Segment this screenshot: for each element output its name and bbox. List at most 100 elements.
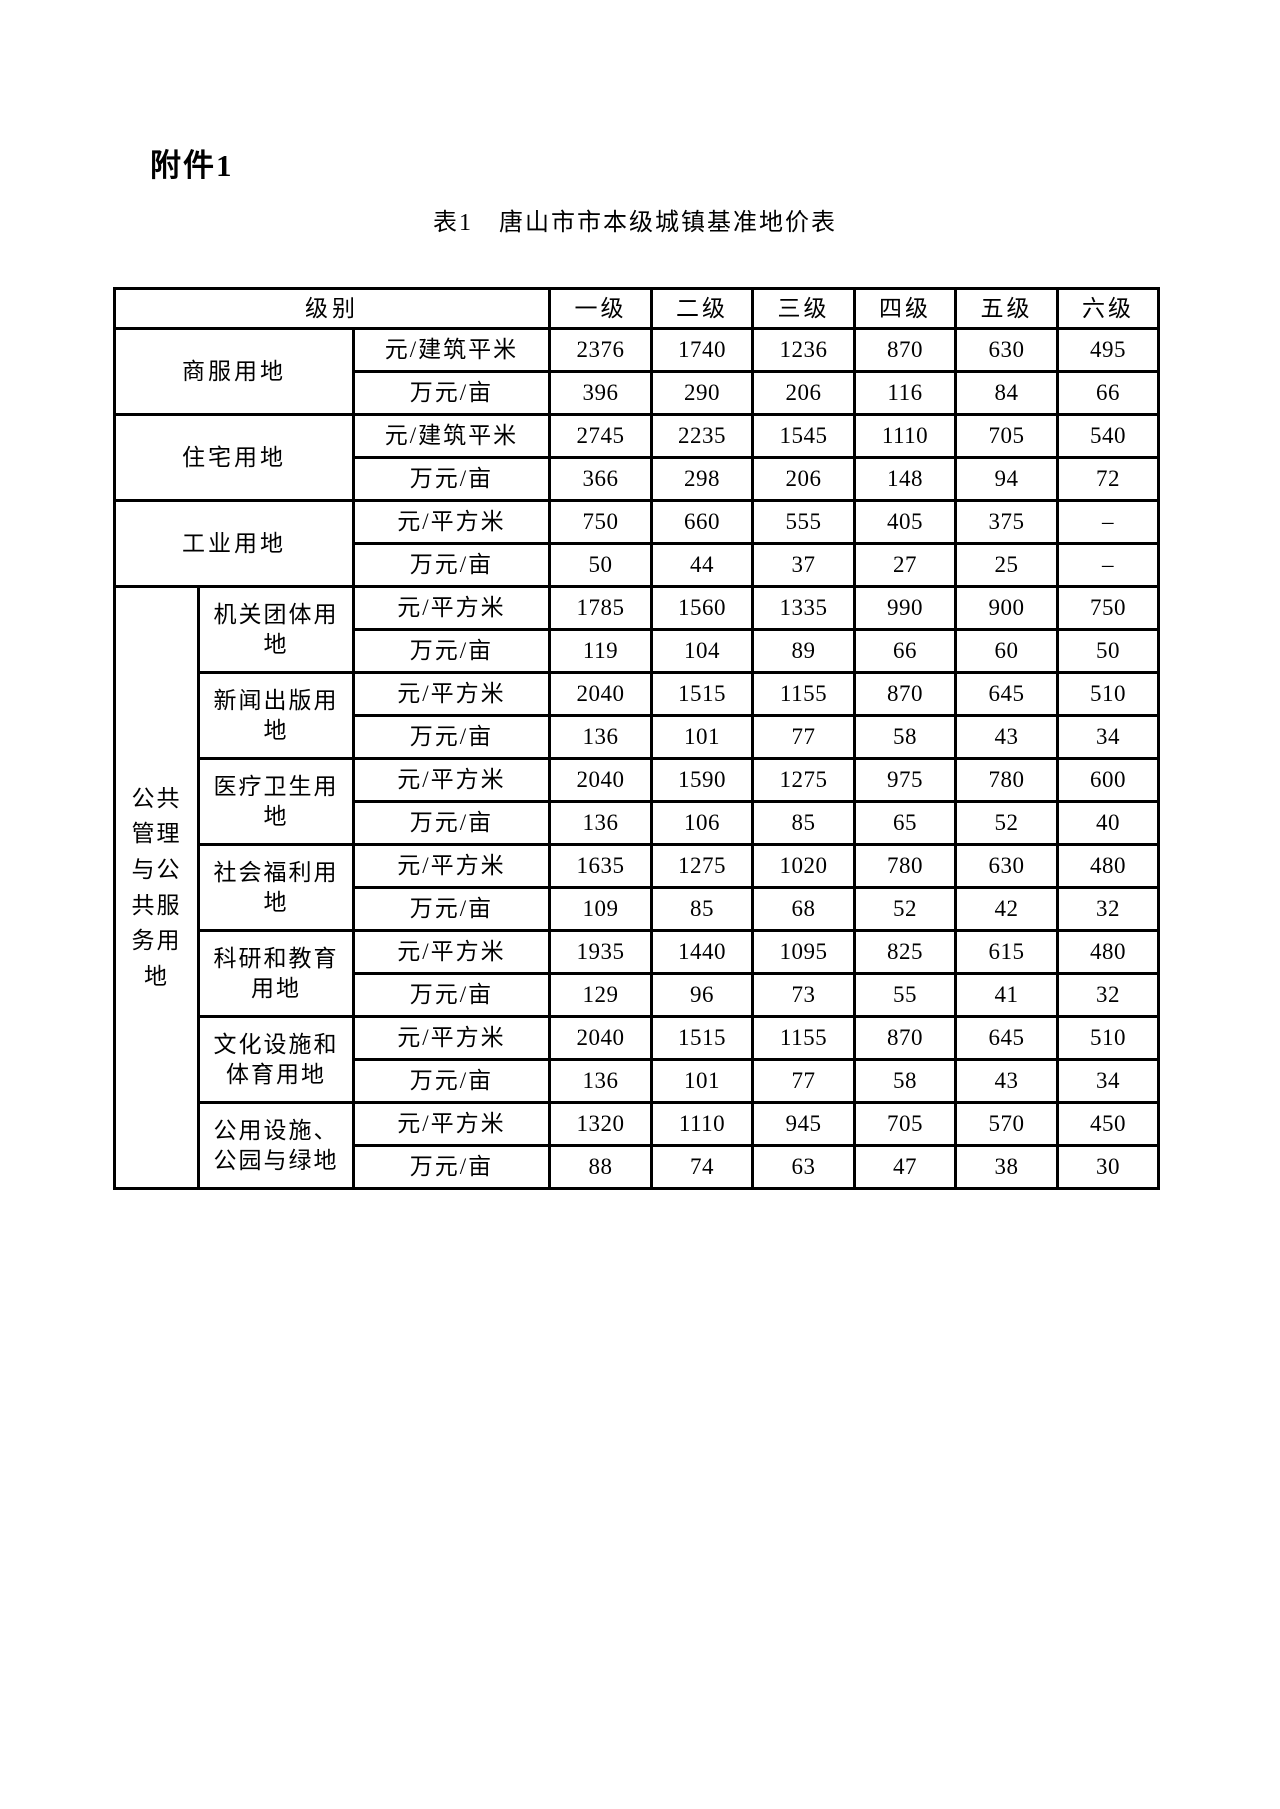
price-cell: 660 xyxy=(650,499,754,545)
price-cell: 1545 xyxy=(751,413,856,459)
unit-label: 万元/亩 xyxy=(352,628,551,674)
table-row: 新闻出版用地 元/平方米 2040 1515 1155 870 645 510 xyxy=(115,671,1160,760)
price-cell: – xyxy=(1056,499,1160,545)
price-cell: 32 xyxy=(1056,886,1160,932)
table-row: 文化设施和体育用地 元/平方米 2040 1515 1155 870 645 5… xyxy=(115,1015,1160,1104)
price-cell: 129 xyxy=(548,972,653,1018)
price-cell: 65 xyxy=(853,800,957,846)
table-row: 万元/亩 136 101 77 58 43 34 xyxy=(115,714,1160,760)
price-cell: 101 xyxy=(650,714,754,760)
table-row: 公共管理与公共服务用地 机关团体用地 元/平方米 1785 1560 1335 … xyxy=(113,585,1160,1190)
price-cell: 27 xyxy=(853,542,957,588)
price-cell: 116 xyxy=(853,370,957,416)
table-row: 万元/亩 136 101 77 58 43 34 xyxy=(115,1058,1160,1104)
price-cell: 84 xyxy=(954,370,1059,416)
price-cell: 2235 xyxy=(650,413,754,459)
price-cell: 60 xyxy=(954,628,1059,674)
price-cell: 66 xyxy=(853,628,957,674)
unit-label: 元/平方米 xyxy=(352,499,551,545)
price-cell: 600 xyxy=(1056,757,1160,803)
price-cell: 148 xyxy=(853,456,957,502)
price-cell: 101 xyxy=(650,1058,754,1104)
subcategory-social-welfare: 社会福利用地 xyxy=(197,843,355,932)
price-cell: 290 xyxy=(650,370,754,416)
table-header-row: 级别 一级 二级 三级 四级 五级 六级 xyxy=(113,287,1160,330)
unit-label: 元/平方米 xyxy=(352,1015,551,1061)
price-cell: 52 xyxy=(853,886,957,932)
table-row: 工业用地 元/平方米 750 660 555 405 375 – xyxy=(113,499,1160,588)
price-cell: 104 xyxy=(650,628,754,674)
unit-label: 元/平方米 xyxy=(352,1101,551,1147)
table-row: 商服用地 元/建筑平米 2376 1740 1236 870 630 495 xyxy=(113,327,1160,416)
price-cell: 109 xyxy=(548,886,653,932)
table-row: 社会福利用地 元/平方米 1635 1275 1020 780 630 480 xyxy=(115,843,1160,932)
price-cell: 630 xyxy=(954,327,1059,373)
price-cell: 780 xyxy=(853,843,957,889)
price-cell: 44 xyxy=(650,542,754,588)
price-cell: 750 xyxy=(1056,585,1160,631)
price-cell: 750 xyxy=(548,499,653,545)
table-row: 医疗卫生用地 元/平方米 2040 1590 1275 975 780 600 xyxy=(115,757,1160,846)
price-cell: 73 xyxy=(751,972,856,1018)
price-cell: 1560 xyxy=(650,585,754,631)
price-cell: 480 xyxy=(1056,843,1160,889)
price-cell: 72 xyxy=(1056,456,1160,502)
price-cell: 630 xyxy=(954,843,1059,889)
table-row: 万元/亩 366 298 206 148 94 72 xyxy=(115,456,1160,502)
price-cell: 1935 xyxy=(548,929,653,975)
unit-label: 万元/亩 xyxy=(352,456,551,502)
price-cell: 366 xyxy=(548,456,653,502)
unit-label: 万元/亩 xyxy=(352,370,551,416)
table-row: 住宅用地 元/建筑平米 2745 2235 1545 1110 705 540 xyxy=(113,413,1160,502)
price-cell: 136 xyxy=(548,1058,653,1104)
unit-label: 万元/亩 xyxy=(352,886,551,932)
table-row: 万元/亩 136 106 85 65 52 40 xyxy=(115,800,1160,846)
price-cell: 540 xyxy=(1056,413,1160,459)
header-grade-5: 五级 xyxy=(954,287,1059,330)
price-cell: 88 xyxy=(548,1144,653,1190)
price-cell: 96 xyxy=(650,972,754,1018)
price-cell: 870 xyxy=(853,1015,957,1061)
subcategory-culture-sports: 文化设施和体育用地 xyxy=(197,1015,355,1104)
price-cell: 570 xyxy=(954,1101,1059,1147)
price-cell: 405 xyxy=(853,499,957,545)
price-cell: 555 xyxy=(751,499,856,545)
price-cell: 58 xyxy=(853,1058,957,1104)
price-cell: 77 xyxy=(751,1058,856,1104)
price-cell: 870 xyxy=(853,671,957,717)
price-cell: 1785 xyxy=(548,585,653,631)
table-row: 公用设施、公园与绿地 元/平方米 1320 1110 945 705 570 4… xyxy=(115,1101,1160,1190)
price-cell: 450 xyxy=(1056,1101,1160,1147)
subcategory-government-organizations: 机关团体用地 xyxy=(197,585,355,674)
unit-label: 元/建筑平米 xyxy=(352,413,551,459)
table-row: 万元/亩 50 44 37 27 25 – xyxy=(115,542,1160,588)
unit-label: 万元/亩 xyxy=(352,542,551,588)
price-cell: 106 xyxy=(650,800,754,846)
price-cell: 136 xyxy=(548,800,653,846)
price-cell: 510 xyxy=(1056,671,1160,717)
price-cell: 30 xyxy=(1056,1144,1160,1190)
price-cell: 1740 xyxy=(650,327,754,373)
price-cell: 1275 xyxy=(751,757,856,803)
price-cell: 990 xyxy=(853,585,957,631)
header-grade-2: 二级 xyxy=(650,287,754,330)
category-residential-land: 住宅用地 xyxy=(113,413,355,502)
price-cell: 47 xyxy=(853,1144,957,1190)
unit-label: 万元/亩 xyxy=(352,800,551,846)
price-cell: 298 xyxy=(650,456,754,502)
header-grade-6: 六级 xyxy=(1056,287,1160,330)
price-cell: 55 xyxy=(853,972,957,1018)
price-cell: 1275 xyxy=(650,843,754,889)
price-cell: 645 xyxy=(954,1015,1059,1061)
category-industrial-land: 工业用地 xyxy=(113,499,355,588)
price-cell: 50 xyxy=(548,542,653,588)
header-grade-3: 三级 xyxy=(751,287,856,330)
price-cell: 870 xyxy=(853,327,957,373)
price-cell: 89 xyxy=(751,628,856,674)
unit-label: 元/平方米 xyxy=(352,671,551,717)
price-cell: 1020 xyxy=(751,843,856,889)
price-cell: 68 xyxy=(751,886,856,932)
price-cell: 975 xyxy=(853,757,957,803)
table-row: 科研和教育用地 元/平方米 1935 1440 1095 825 615 480 xyxy=(115,929,1160,1018)
